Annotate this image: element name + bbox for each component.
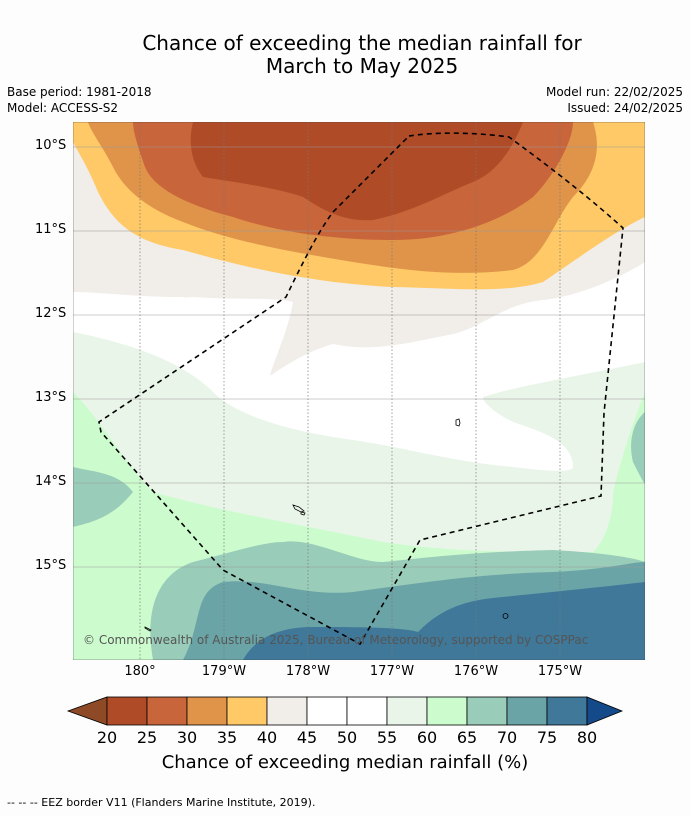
colorbar-tick-60: 60 [416, 728, 438, 747]
colorbar-bin-55-60 [386, 696, 428, 726]
lat-label-12s: 12°S [35, 306, 67, 321]
lon-label-178w: 178°W [285, 664, 331, 679]
colorbar-bin-45-50 [306, 696, 348, 726]
band-20-25 [190, 122, 523, 221]
colorbar-over-arrow [586, 696, 624, 726]
model-run-label: Model run: 22/02/2025 [545, 85, 683, 99]
band-75-80 [243, 582, 645, 660]
latitude-gridlines [73, 146, 645, 568]
colorbar-title: Chance of exceeding median rainfall (%) [161, 752, 529, 773]
band-55-60 [73, 332, 645, 562]
base-period-label: Base period: 1981-2018 [7, 85, 152, 99]
lon-label-179w: 179°W [201, 664, 247, 679]
colorbar-bin-30-35 [186, 696, 228, 726]
lon-label-180: 180° [124, 664, 156, 679]
colorbar-tick-70: 70 [496, 728, 518, 747]
copyright-notice: © Commonwealth of Australia 2025, Bureau… [83, 633, 589, 647]
colorbar-bin-70-75 [506, 696, 548, 726]
colorbar-bin-65-70 [466, 696, 508, 726]
colorbar-bin-35-40 [226, 696, 268, 726]
map-title-line2: March to May 2025 [265, 54, 459, 78]
colorbar-bin-40-45 [266, 696, 308, 726]
colorbar-bin-20-25 [106, 696, 148, 726]
lon-label-175w: 175°W [537, 664, 583, 679]
colorbar-tick-75: 75 [536, 728, 558, 747]
rainfall-map [73, 122, 645, 660]
colorbar-tick-45: 45 [296, 728, 318, 747]
lon-label-177w: 177°W [369, 664, 415, 679]
lat-label-13s: 13°S [35, 390, 67, 405]
islands [144, 418, 509, 632]
colorbar-bin-25-30 [146, 696, 188, 726]
colorbar-tick-35: 35 [216, 728, 238, 747]
colorbar [66, 696, 624, 726]
map-title-line1: Chance of exceeding the median rainfall … [142, 31, 582, 55]
band-45-50 [73, 272, 645, 422]
colorbar-tick-65: 65 [456, 728, 478, 747]
eez-footnote: -- -- -- EEZ border V11 (Flanders Marine… [7, 796, 316, 809]
band-65-70-east [631, 412, 645, 484]
lat-label-15s: 15°S [35, 558, 67, 573]
model-label: Model: ACCESS-S2 [7, 101, 119, 115]
colorbar-under-arrow [66, 696, 108, 726]
colorbar-tick-40: 40 [256, 728, 278, 747]
colorbar-tick-55: 55 [376, 728, 398, 747]
lat-label-11s: 11°S [35, 222, 67, 237]
lon-label-176w: 176°W [453, 664, 499, 679]
colorbar-tick-30: 30 [176, 728, 198, 747]
colorbar-bin-75-80 [546, 696, 588, 726]
issued-label: Issued: 24/02/2025 [567, 101, 683, 115]
lat-label-10s: 10°S [35, 138, 67, 153]
colorbar-tick-80: 80 [576, 728, 598, 747]
lat-label-14s: 14°S [35, 474, 67, 489]
colorbar-tick-25: 25 [136, 728, 158, 747]
colorbar-bin-50-55 [346, 696, 388, 726]
colorbar-bin-60-65 [426, 696, 468, 726]
colorbar-tick-50: 50 [336, 728, 358, 747]
colorbar-tick-20: 20 [96, 728, 118, 747]
